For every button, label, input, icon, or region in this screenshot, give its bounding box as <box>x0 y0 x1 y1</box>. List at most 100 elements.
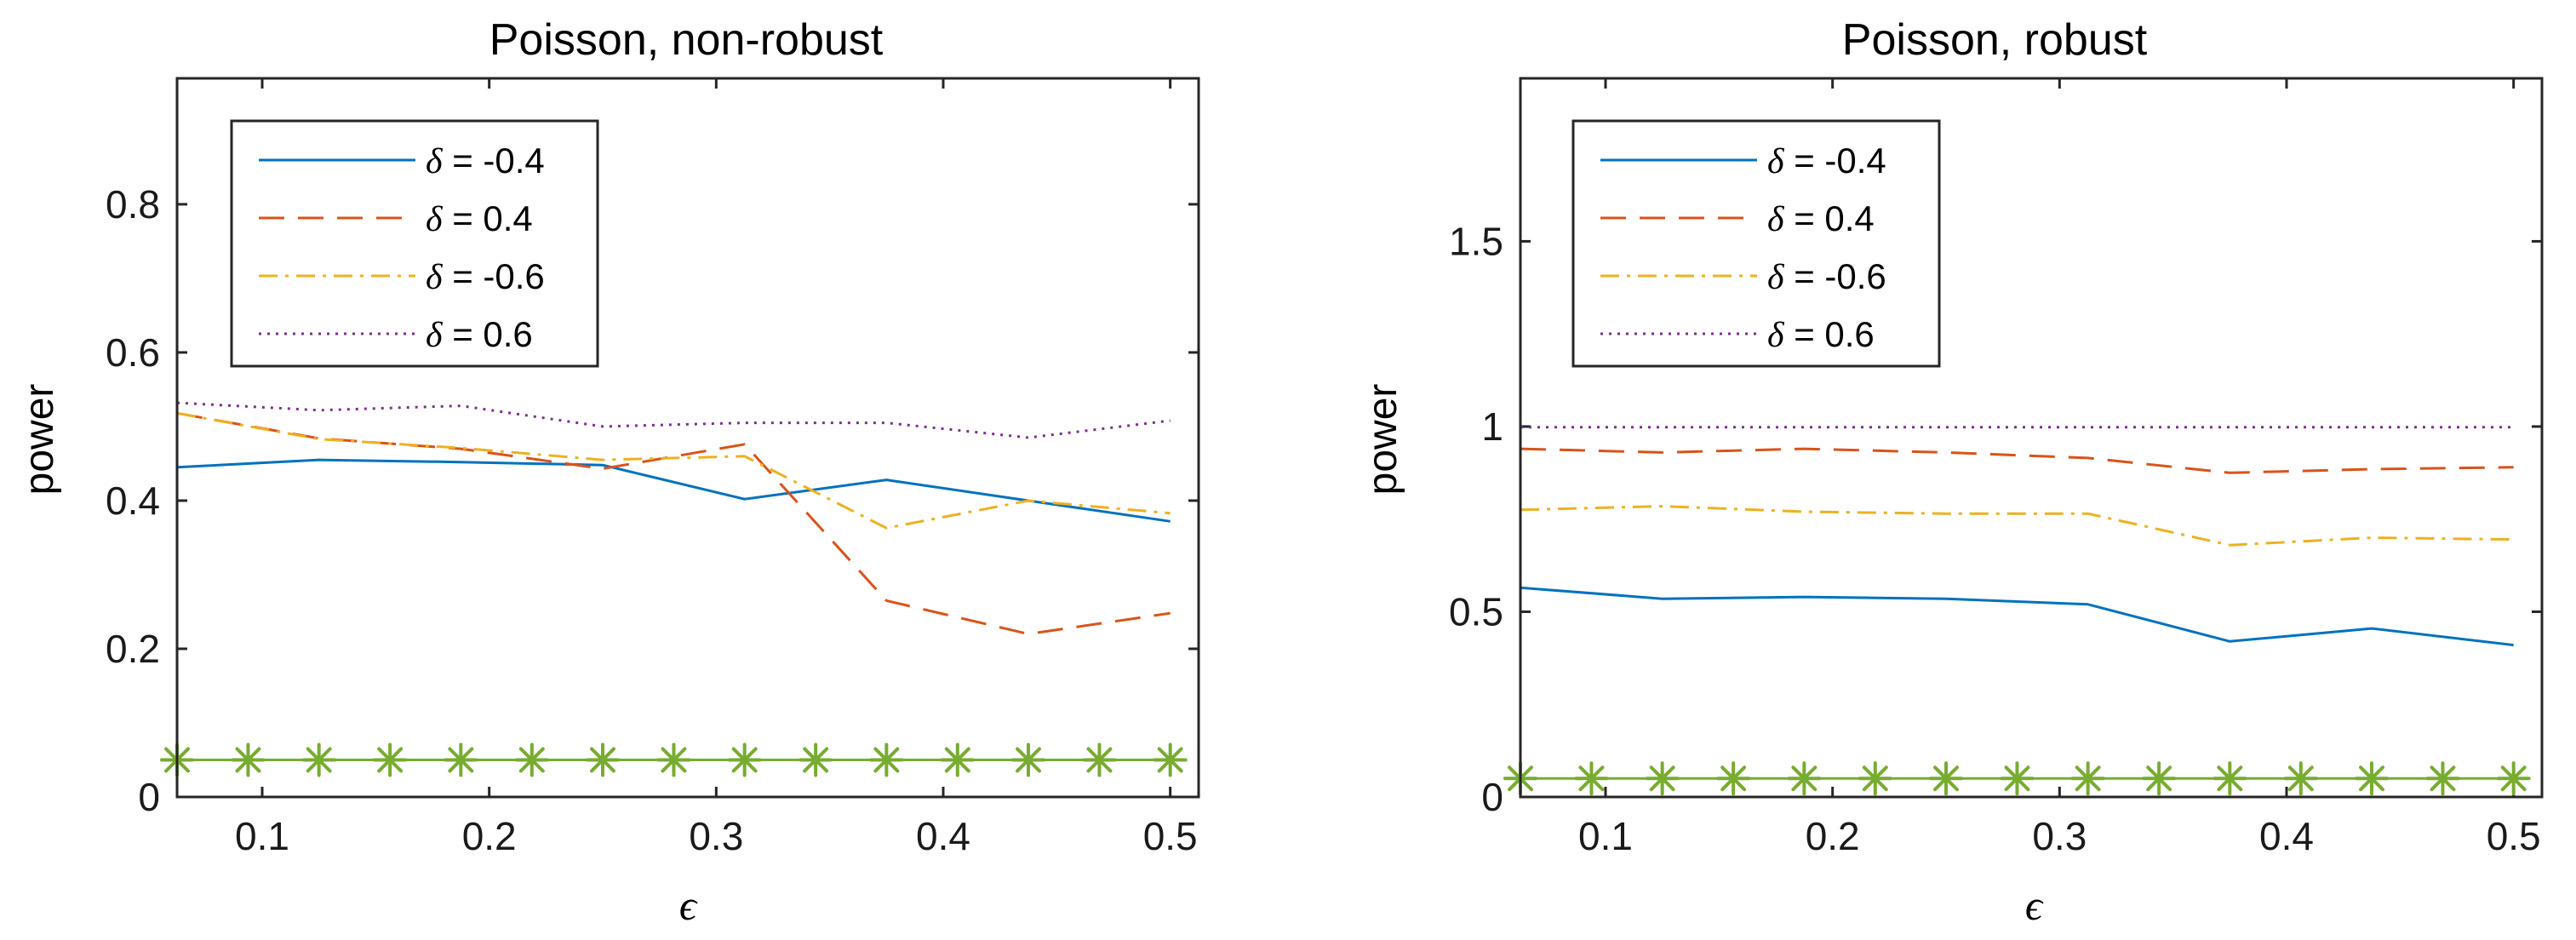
legend-label: δ = 0.4 <box>1767 198 1875 239</box>
x-tick-label: 0.3 <box>689 814 743 858</box>
asterisk-marker <box>373 742 408 777</box>
asterisk-marker <box>444 742 478 777</box>
asterisk-marker <box>2283 761 2318 796</box>
legend-entry: δ = 0.6 <box>1600 314 1875 355</box>
chart-title: Poisson, non-robust <box>489 15 884 65</box>
marker-stroke <box>944 747 970 773</box>
legend-label: δ = 0.6 <box>1767 314 1875 355</box>
marker-stroke <box>1791 765 1818 792</box>
y-tick-label: 0.6 <box>106 330 160 375</box>
y-tick-label: 1 <box>1481 404 1503 449</box>
marker-stroke <box>2146 765 2172 792</box>
plot-area <box>1503 426 2531 796</box>
asterisk-marker <box>799 742 833 777</box>
x-tick-label: 0.2 <box>1806 814 1860 858</box>
marker-stroke <box>1720 765 1747 792</box>
marker-stroke <box>661 747 687 773</box>
legend-entry: δ = -0.6 <box>259 256 545 297</box>
legend-label: δ = -0.6 <box>1767 256 1886 297</box>
chart-title: Poisson, robust <box>1842 15 2148 65</box>
x-tick-label: 0.3 <box>2032 814 2087 858</box>
legend-box <box>230 119 599 368</box>
asterisk-marker <box>1716 761 1751 796</box>
legend-label: δ = -0.4 <box>426 140 545 181</box>
marker-stroke <box>1862 765 1888 792</box>
legend-label: δ = -0.4 <box>1767 140 1886 181</box>
chart-panel-non-robust: Poisson, non-robust power ϵ 0.1 0.2 0.3 0.4… <box>17 15 1200 929</box>
asterisk-marker <box>1787 761 1822 796</box>
legend: δ = -0.4 δ = 0.4 δ = -0.6 δ = 0.6 <box>1571 119 1941 368</box>
x-tick-label: 0.4 <box>916 814 970 858</box>
asterisk-marker <box>940 742 975 777</box>
series-line <box>176 401 1171 439</box>
marker-stroke <box>590 747 615 773</box>
marker-stroke <box>1016 747 1041 773</box>
asterisk-marker <box>301 742 336 777</box>
y-axis-label: power <box>1360 384 1405 496</box>
marker-stroke <box>1086 747 1113 773</box>
asterisk-marker <box>2425 761 2460 796</box>
y-tick-label: 0 <box>1481 775 1503 819</box>
axis-ticks: 0.1 0.2 0.3 0.4 0.5 0 0.2 0.4 0.6 0.8 <box>106 78 1199 858</box>
series-line <box>176 411 1171 530</box>
asterisk-marker <box>727 742 762 777</box>
legend-entry: δ = -0.4 <box>259 140 545 181</box>
x-tick-label: 0.1 <box>235 814 289 858</box>
marker-stroke <box>518 747 545 773</box>
asterisk-marker <box>2070 761 2105 796</box>
marker-stroke <box>2430 765 2456 792</box>
y-tick-label: 0.4 <box>106 479 160 523</box>
x-tick-label: 0.2 <box>462 814 517 858</box>
marker-stroke <box>2075 765 2101 792</box>
asterisk-marker <box>2496 761 2531 796</box>
axis-ticks: 0.1 0.2 0.3 0.4 0.5 0 0.5 1 1.5 <box>1449 78 2542 858</box>
x-tick-label: 0.4 <box>2259 814 2314 858</box>
asterisk-marker <box>231 742 266 777</box>
legend-entry: δ = -0.4 <box>1600 140 1886 181</box>
chart-panel-robust: Poisson, robust power ϵ 0.1 0.2 0.3 0.4 0.50… <box>1360 15 2544 929</box>
marker-stroke <box>731 747 758 773</box>
y-tick-label: 0.2 <box>106 627 160 671</box>
asterisk-marker <box>2355 761 2389 796</box>
legend-label: δ = 0.6 <box>426 314 533 355</box>
asterisk-marker <box>2142 761 2177 796</box>
marker-stroke <box>2359 765 2384 792</box>
legend-entry: δ = 0.4 <box>259 198 533 239</box>
marker-stroke <box>1578 765 1605 792</box>
legend-entry: δ = 0.4 <box>1600 198 1875 239</box>
marker-stroke <box>306 747 332 773</box>
asterisk-marker <box>514 742 549 777</box>
legend-entry: δ = 0.6 <box>259 314 533 355</box>
marker-stroke <box>873 747 900 773</box>
legend-label: δ = 0.4 <box>426 198 533 239</box>
legend: δ = -0.4 δ = 0.4 δ = -0.6 δ = 0.6 <box>230 119 599 368</box>
series-line <box>176 411 1171 636</box>
asterisk-marker <box>1082 742 1117 777</box>
asterisk-marker <box>1011 742 1045 777</box>
marker-stroke <box>2217 765 2243 792</box>
y-tick-label: 0.8 <box>106 182 160 226</box>
asterisk-marker <box>586 742 620 777</box>
y-tick-label: 0 <box>138 775 160 819</box>
asterisk-marker <box>2000 761 2035 796</box>
marker-stroke <box>1933 765 1959 792</box>
marker-stroke <box>1157 747 1183 773</box>
asterisk-marker <box>656 742 691 777</box>
asterisk-marker <box>1645 761 1680 796</box>
marker-stroke <box>2500 765 2527 792</box>
x-tick-label: 0.1 <box>1578 814 1633 858</box>
axes-box <box>175 77 1200 799</box>
asterisk-marker <box>2212 761 2247 796</box>
marker-stroke <box>1649 765 1675 792</box>
axes-box <box>1519 77 2544 799</box>
legend-label: δ = -0.6 <box>426 256 545 297</box>
marker-stroke <box>2287 765 2314 792</box>
marker-stroke <box>2004 765 2030 792</box>
y-tick-label: 1.5 <box>1449 219 1503 263</box>
marker-stroke <box>377 747 404 773</box>
asterisk-marker <box>1574 761 1609 796</box>
plot-area <box>160 401 1188 777</box>
asterisk-marker <box>869 742 904 777</box>
x-tick-label: 0.5 <box>1143 814 1198 858</box>
asterisk-marker <box>1858 761 1892 796</box>
